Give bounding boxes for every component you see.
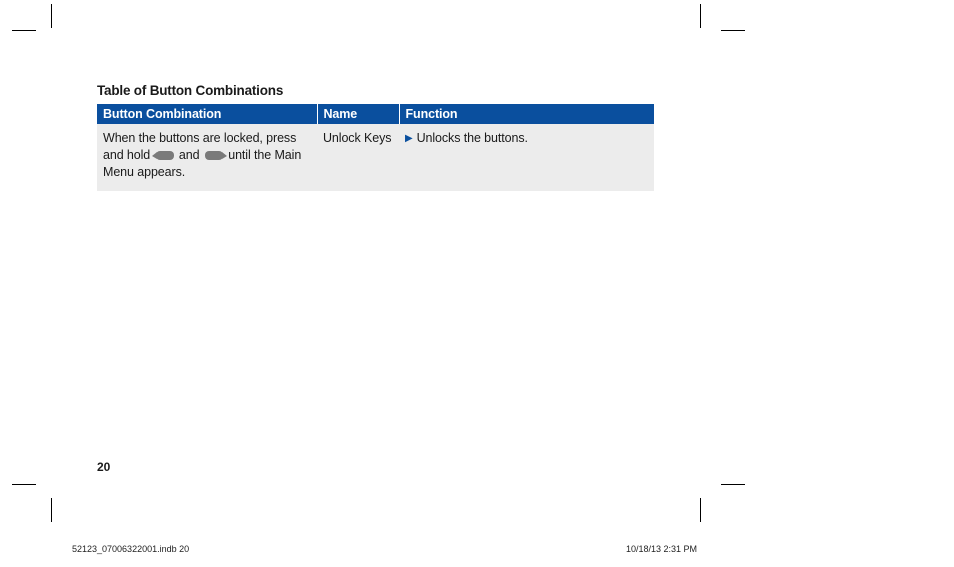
- col-header-name: Name: [317, 104, 399, 124]
- crop-mark: [700, 4, 701, 28]
- combo-text: and: [176, 148, 203, 162]
- soft-key-right-icon: [205, 151, 223, 160]
- crop-mark: [51, 4, 52, 28]
- crop-mark: [721, 30, 745, 31]
- soft-key-left-icon: [156, 151, 174, 160]
- bullet-icon: ▶: [405, 132, 413, 146]
- function-text: Unlocks the buttons.: [417, 131, 528, 145]
- cell-function: ▶ Unlocks the buttons.: [399, 124, 654, 191]
- page-content: Table of Button Combinations Button Comb…: [97, 83, 657, 191]
- table-row: When the buttons are locked, press and h…: [97, 124, 654, 191]
- table-header-row: Button Combination Name Function: [97, 104, 654, 124]
- section-heading: Table of Button Combinations: [97, 83, 657, 98]
- cell-name: Unlock Keys: [317, 124, 399, 191]
- cell-combination: When the buttons are locked, press and h…: [97, 124, 317, 191]
- col-header-combination: Button Combination: [97, 104, 317, 124]
- crop-mark: [721, 484, 745, 485]
- slug-timestamp: 10/18/13 2:31 PM: [626, 544, 697, 554]
- crop-mark: [12, 30, 36, 31]
- button-combo-table: Button Combination Name Function When th…: [97, 104, 654, 191]
- col-header-function: Function: [399, 104, 654, 124]
- crop-mark: [12, 484, 36, 485]
- crop-mark: [700, 498, 701, 522]
- page-number: 20: [97, 460, 110, 474]
- page-body: Table of Button Combinations Button Comb…: [52, 30, 700, 484]
- crop-mark: [51, 498, 52, 522]
- slug-file: 52123_07006322001.indb 20: [72, 544, 189, 554]
